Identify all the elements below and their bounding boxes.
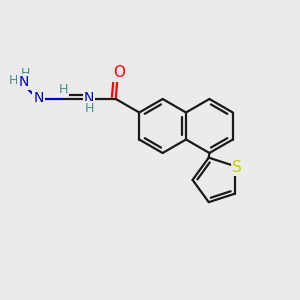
Text: N: N xyxy=(33,92,43,105)
Text: H: H xyxy=(21,67,30,80)
Text: S: S xyxy=(232,160,242,175)
Text: O: O xyxy=(113,65,125,80)
Text: N: N xyxy=(19,75,29,89)
Text: H: H xyxy=(9,74,19,87)
Text: N: N xyxy=(84,91,94,104)
Text: H: H xyxy=(59,83,68,96)
Text: H: H xyxy=(85,101,94,115)
